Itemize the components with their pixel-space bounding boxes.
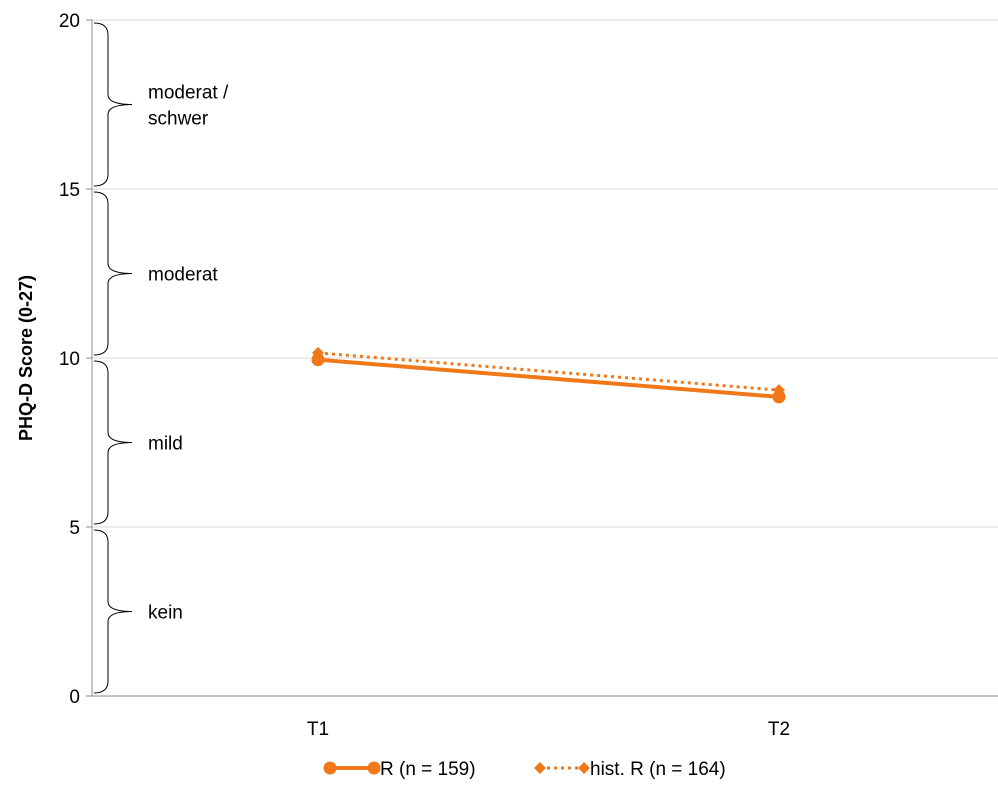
- y-tick-label: 10: [59, 349, 80, 370]
- y-axis-title: PHQ-D Score (0-27): [16, 275, 36, 441]
- band-label: mild: [148, 434, 183, 455]
- y-tick-label: 5: [69, 518, 80, 539]
- data-point: [311, 353, 325, 367]
- band-brace: [93, 191, 133, 356]
- legend-marker: [367, 761, 381, 775]
- y-tick-label: 0: [69, 687, 80, 708]
- data-point: [312, 346, 324, 359]
- band-brace: [93, 22, 133, 187]
- legend-marker: [534, 762, 546, 774]
- band-brace: [93, 360, 133, 525]
- y-tick-label: 15: [59, 180, 80, 201]
- data-point: [773, 384, 785, 397]
- series-line: [317, 357, 780, 399]
- band-label: moderat: [148, 265, 218, 286]
- legend-label: hist. R (n = 164): [590, 759, 726, 780]
- band-label: moderat / schwer: [148, 83, 229, 130]
- legend-marker: [578, 762, 590, 774]
- x-tick-label: T2: [768, 719, 790, 740]
- x-tick-label: T1: [307, 719, 329, 740]
- legend-marker: [323, 761, 337, 775]
- y-tick-label: 20: [59, 11, 80, 32]
- data-point: [772, 390, 786, 404]
- band-brace: [93, 529, 133, 694]
- series-line: [317, 351, 780, 392]
- legend-label: R (n = 159): [380, 759, 476, 780]
- band-label: kein: [148, 603, 183, 624]
